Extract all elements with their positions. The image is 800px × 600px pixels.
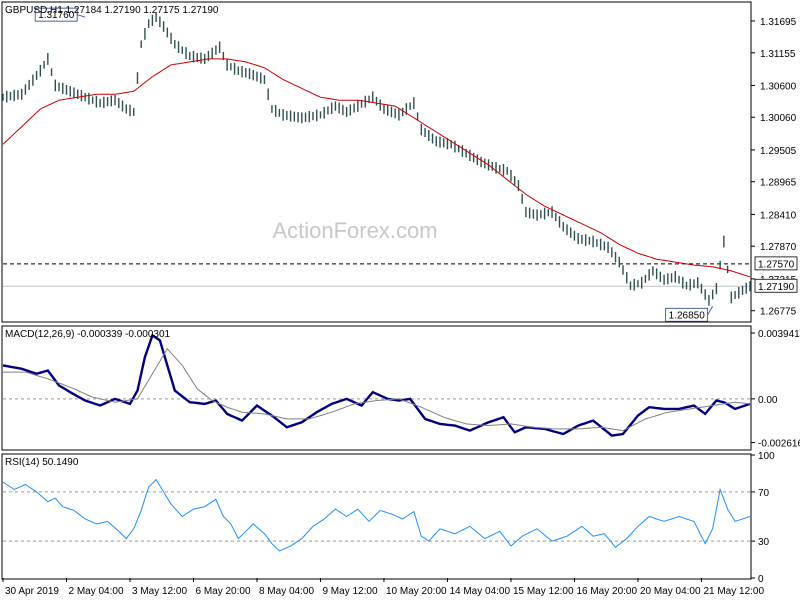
x-tick-label: 15 May 12:00 (513, 586, 574, 597)
macd-line (2, 333, 751, 437)
annotation-label-1: 1.26850 (669, 310, 706, 321)
x-tick-label: 8 May 04:00 (259, 586, 314, 597)
x-tick-label: 10 May 20:00 (386, 586, 447, 597)
x-tick-label: 3 May 12:00 (132, 586, 187, 597)
price-series-group (2, 12, 751, 306)
rsi-panel-title: RSI(14) 50.1490 (5, 457, 79, 468)
price-y-tick-label: 1.31695 (760, 17, 797, 28)
macd-series-group (2, 333, 751, 437)
price-y-tick-label: 1.28965 (760, 178, 797, 189)
x-tick-label: 30 Apr 2019 (5, 586, 59, 597)
rsi-y-tick-label: 30 (758, 537, 770, 548)
level-tag-label-0: 1.27570 (758, 259, 795, 270)
x-tick-label: 21 May 12:00 (703, 586, 764, 597)
price-y-tick-label: 1.27870 (760, 242, 797, 253)
macd-y-tick-label: 0.00 (758, 395, 778, 406)
rsi-line (2, 478, 751, 552)
price-y-tick-label: 1.30060 (760, 113, 797, 124)
price-y-tick-label: 1.29505 (760, 146, 797, 157)
annotation-leader-1 (707, 306, 713, 315)
price-level-lines (3, 263, 750, 287)
price-panel-frame (1, 1, 752, 323)
axis-labels-group: 1.31695 1.31155 1.30600 1.30060 1.29505 1.289… (2, 17, 800, 597)
level-tag-box-1 (754, 278, 798, 293)
level-tag-label-1: 1.27190 (758, 282, 795, 293)
annotation-label-0: 1.31760 (38, 10, 75, 21)
watermark-text: ActionForex.com (272, 218, 437, 243)
x-tick-label: 16 May 20:00 (576, 586, 637, 597)
annotation-leader-0 (77, 14, 86, 18)
macd-y-tick-label: -0.002616 (758, 439, 800, 450)
moving-average-line (2, 58, 751, 278)
price-panel-title: GBPUSD,H1 1.27184 1.27190 1.27175 1.2719… (5, 5, 219, 16)
x-tick-label: 9 May 12:00 (322, 586, 377, 597)
x-tick-label: 2 May 04:00 (68, 586, 123, 597)
x-tick-label: 20 May 04:00 (640, 586, 701, 597)
rsi-series-group (2, 478, 751, 552)
price-y-tick-label: 1.28410 (760, 210, 797, 221)
rsi-y-tick-label: 70 (758, 488, 770, 499)
x-tick-label: 14 May 04:00 (449, 586, 510, 597)
price-y-tick-label: 1.31155 (760, 49, 796, 60)
price-y-tick-label: 1.26775 (760, 307, 797, 318)
rsi-y-tick-label: 100 (758, 451, 775, 462)
rsi-panel-frame (1, 453, 752, 580)
price-y-tick-label: 1.30600 (760, 81, 797, 92)
level-tag-box-0 (754, 256, 798, 271)
macd-signal-line (3, 347, 751, 432)
macd-y-tick-label: 0.003941 (758, 329, 800, 340)
macd-panel-title: MACD(12,26,9) -0.000339 -0.000301 (5, 329, 171, 340)
annotation-group: 1.27570 1.27190 1.31760 1.26850 (34, 7, 798, 322)
macd-panel-frame (1, 325, 752, 451)
x-tick-label: 6 May 20:00 (195, 586, 250, 597)
rsi-y-tick-label: 0 (758, 574, 764, 585)
